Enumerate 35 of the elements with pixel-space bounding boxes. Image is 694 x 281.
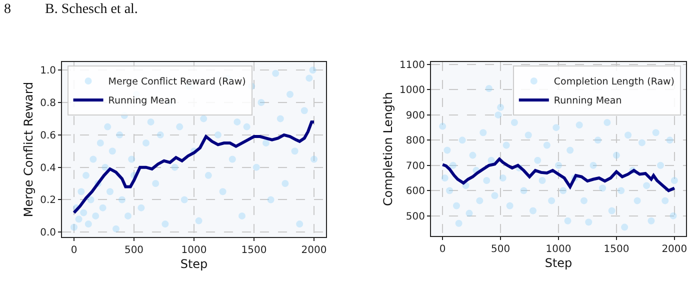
legend-label: Running Mean: [108, 96, 176, 107]
legend-label: Running Mean: [554, 96, 622, 107]
legend-label: Merge Conflict Reward (Raw): [108, 76, 246, 88]
y-tick-label: 800: [406, 136, 425, 147]
y-tick-label: 0.4: [40, 162, 56, 174]
y-tick-label: 600: [406, 186, 425, 198]
x-axis-title: Step: [180, 256, 208, 271]
y-tick-label: 1.0: [40, 66, 56, 77]
y-axis-title: Completion Length: [380, 92, 395, 206]
y-tick-label: 700: [406, 160, 425, 172]
y-axis-title: Merge Conflict Reward: [21, 82, 36, 218]
x-tick-label: 1500: [604, 244, 630, 255]
x-tick-label: 1500: [241, 245, 267, 256]
text: 8: [4, 2, 11, 17]
x-tick-label: 0: [439, 244, 446, 255]
y-tick-label: 0.6: [40, 130, 56, 142]
text: B. Schesch et al.: [45, 2, 138, 17]
x-tick-label: 1000: [546, 244, 572, 255]
y-tick-label: 1100: [400, 60, 425, 72]
y-tick-label: 1000: [400, 85, 425, 96]
y-tick-label: 0.8: [40, 98, 56, 110]
legend-label: Completion Length (Raw): [554, 76, 675, 88]
x-axis-title: Step: [544, 256, 572, 270]
x-tick-label: 500: [124, 245, 144, 256]
x-tick-label: 0: [70, 245, 78, 256]
x-tick-label: 2000: [662, 244, 688, 255]
y-tick-label: 500: [406, 211, 425, 222]
line-series: [72, 120, 316, 214]
x-tick-label: 1000: [181, 245, 207, 256]
x-tick-label: 500: [491, 244, 510, 255]
y-tick-label: 0.0: [40, 228, 56, 239]
x-tick-label: 2000: [301, 245, 327, 256]
y-tick-label: 0.2: [40, 195, 56, 206]
line-series: [441, 158, 676, 192]
y-tick-label: 900: [406, 110, 425, 122]
